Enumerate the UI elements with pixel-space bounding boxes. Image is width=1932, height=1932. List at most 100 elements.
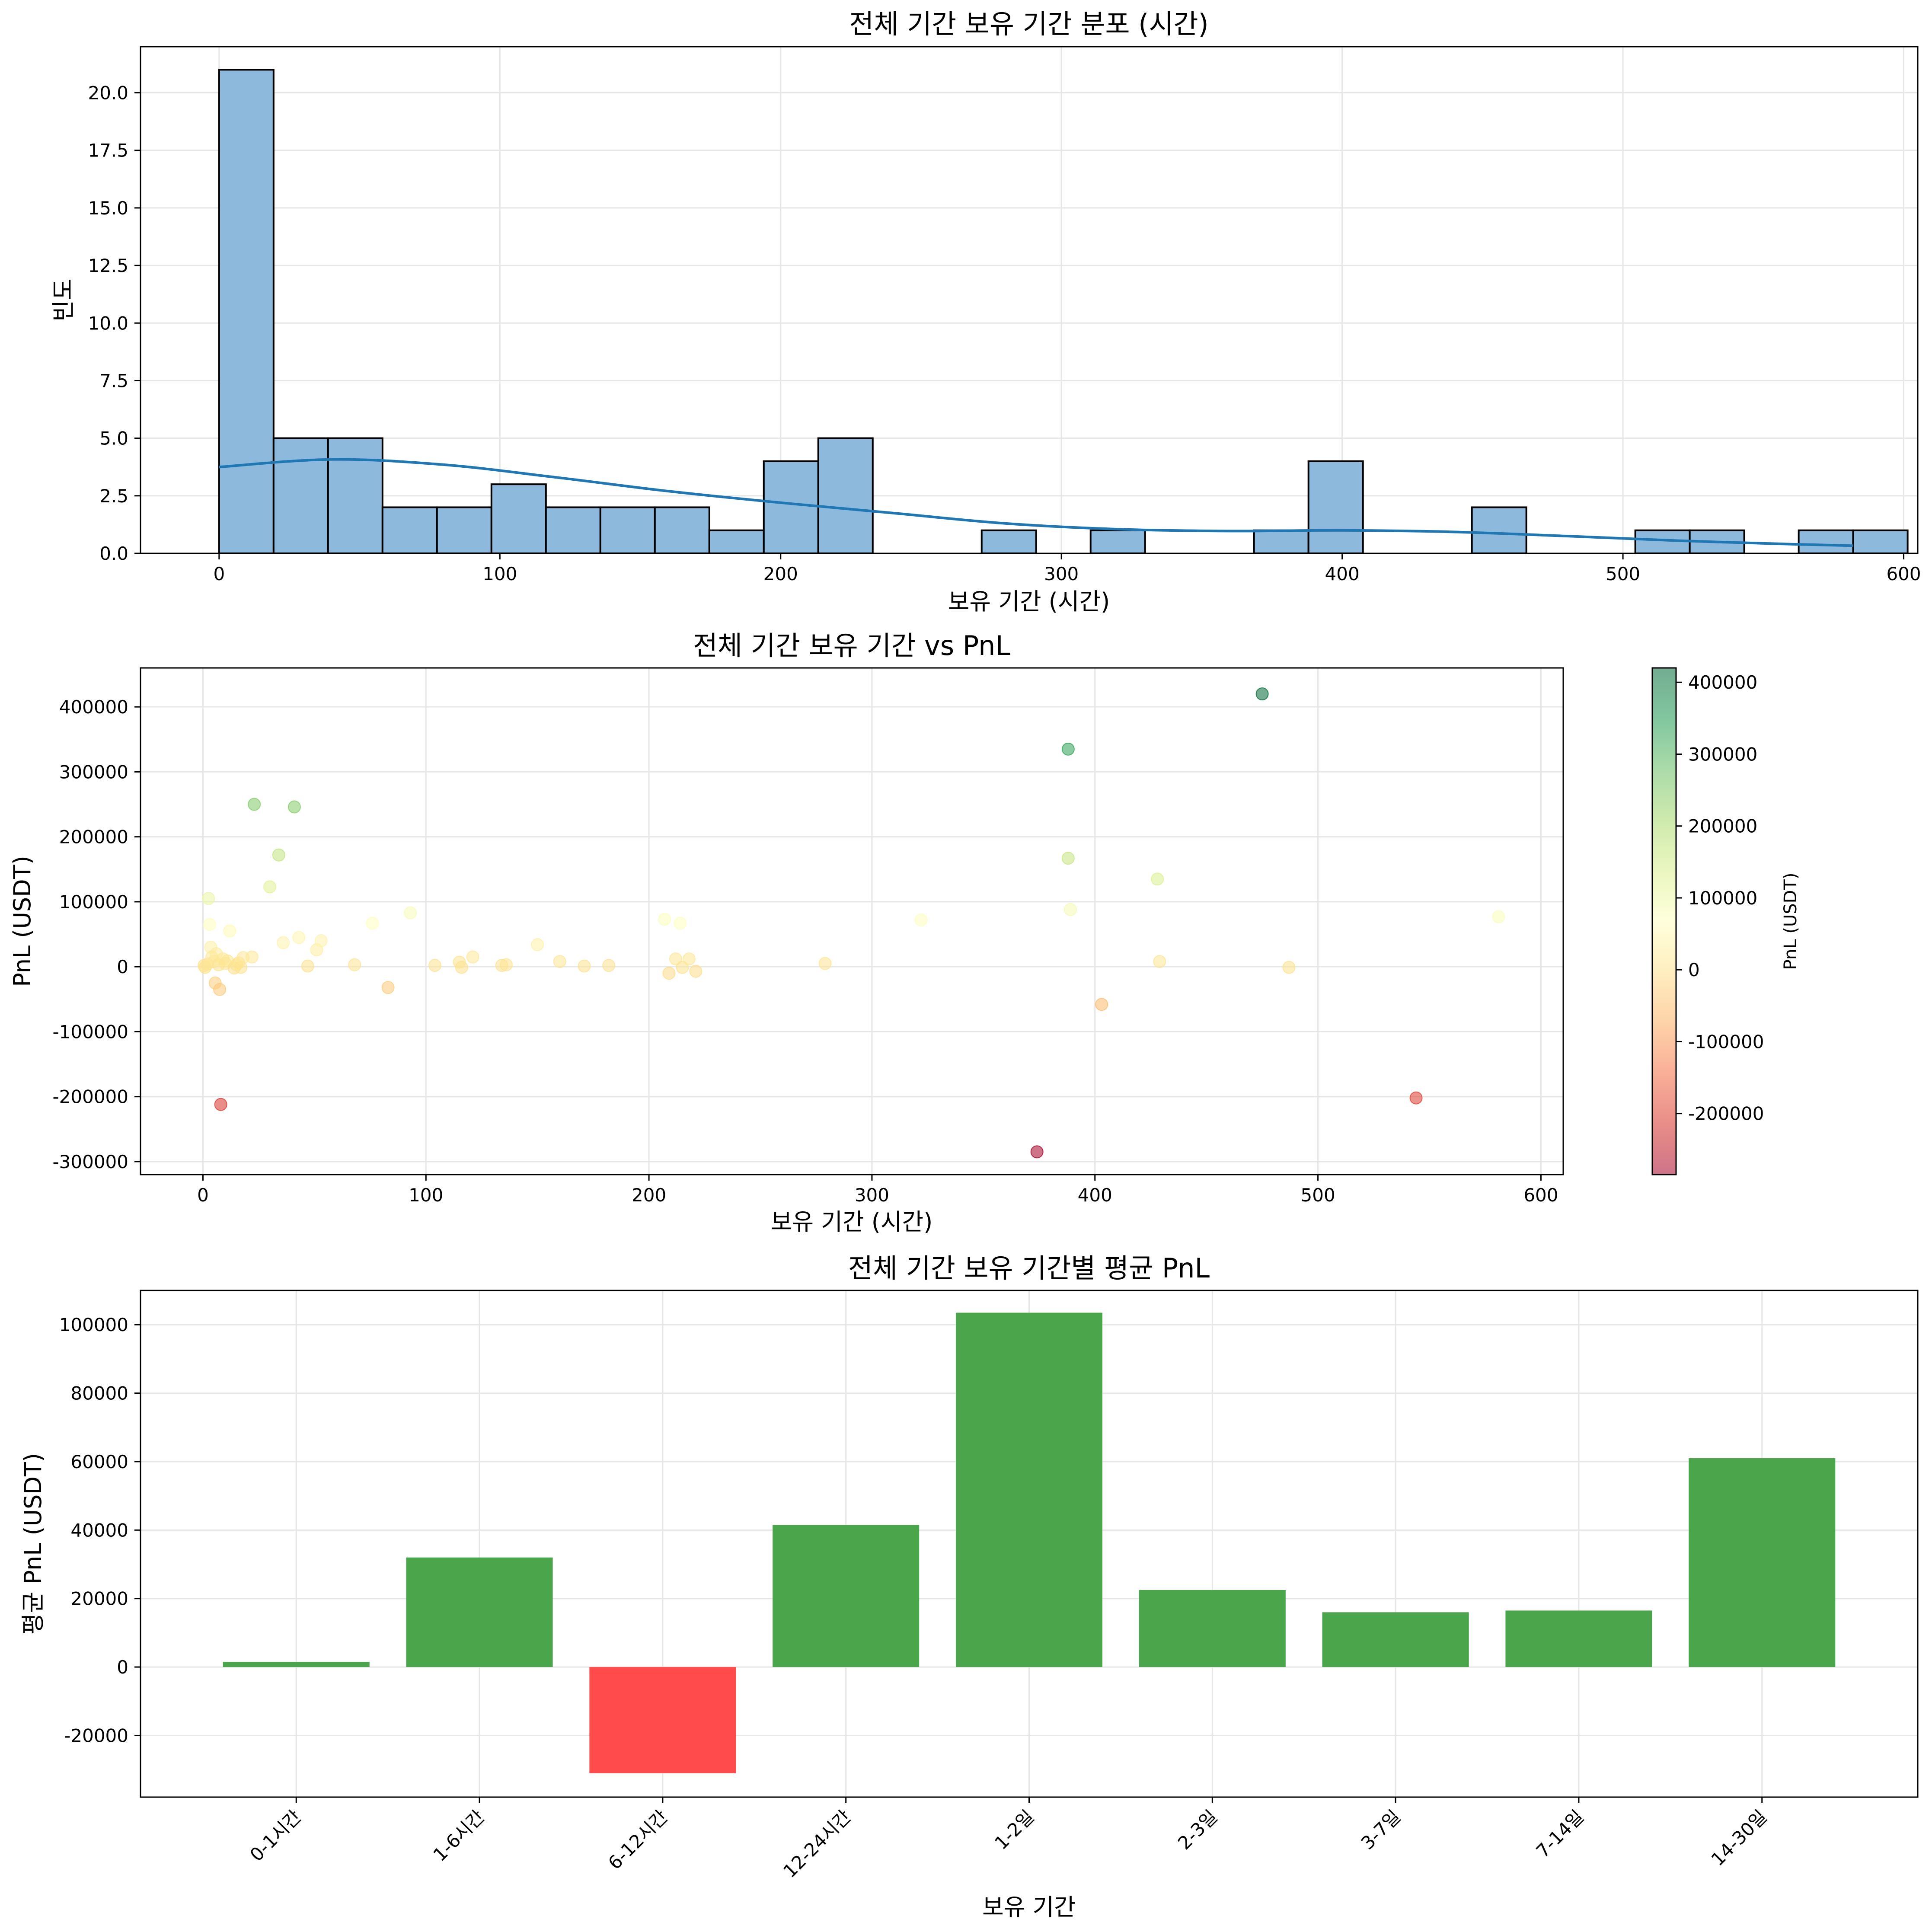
- histogram-x-label: 보유 기간 (시간): [948, 588, 1110, 615]
- bar-value-bar: [1505, 1610, 1652, 1667]
- colorbar-tick-label: 200000: [1688, 816, 1757, 837]
- scatter-point: [203, 918, 216, 931]
- scatter-point: [1409, 1091, 1423, 1105]
- scatter-points: [198, 687, 1505, 1159]
- scatter-point: [553, 955, 566, 968]
- histogram-bars: [218, 69, 1909, 555]
- scatter-point: [1064, 903, 1077, 916]
- histogram-y-tick-label: 20.0: [88, 83, 128, 104]
- histogram-y-tick-label: 0.0: [99, 543, 128, 564]
- scatter-point: [272, 848, 285, 862]
- colorbar-ticks: -200000 -100000 0 100000 200000 300000 400000: [1676, 672, 1764, 1124]
- bar-value-bar: [955, 1312, 1103, 1667]
- histogram-bar: [599, 506, 656, 555]
- bar-bars: [223, 1312, 1836, 1773]
- scatter-point: [669, 952, 682, 966]
- histogram-bar: [1307, 460, 1364, 554]
- scatter-point: [1030, 1145, 1044, 1159]
- bar-value-bar: [406, 1557, 553, 1667]
- scatter-ticks: 0 100 200 300 400 500 600 -300000 -200000 -100000…: [53, 696, 1558, 1206]
- histogram-bar: [654, 506, 710, 555]
- scatter-point: [292, 931, 306, 944]
- scatter-point: [499, 958, 513, 971]
- scatter-point: [277, 936, 290, 949]
- histogram-bar: [490, 483, 547, 554]
- bar-y-tick-label: 0: [117, 1657, 128, 1678]
- scatter-point: [818, 957, 832, 970]
- scatter-point: [214, 1098, 227, 1111]
- scatter-point: [578, 959, 591, 973]
- histogram-y-tick-label: 10.0: [88, 313, 128, 334]
- histogram-y-label: 빈도: [50, 278, 77, 321]
- scatter-point: [1061, 852, 1075, 865]
- scatter-y-tick-label: 200000: [59, 827, 128, 848]
- scatter-frame: [140, 667, 1564, 1175]
- histogram-x-tick-label: 0: [213, 563, 225, 584]
- scatter-y-tick-label: 0: [117, 956, 128, 977]
- scatter-y-tick-label: -200000: [53, 1086, 129, 1108]
- scatter-point: [602, 959, 616, 972]
- histogram-bar: [1798, 529, 1854, 555]
- bar-panel: 전체 기간 보유 기간별 평균 PnL -20000 0 20000 40000 600…: [19, 1252, 1919, 1921]
- histogram-bar: [1253, 529, 1309, 555]
- bar-value-bar: [773, 1525, 920, 1667]
- histogram-y-tick-label: 7.5: [99, 370, 128, 391]
- scatter-point: [1153, 955, 1166, 968]
- scatter-point: [1061, 742, 1075, 756]
- scatter-point: [658, 913, 671, 926]
- histogram-frame: [140, 46, 1919, 554]
- bar-value-bar: [1139, 1590, 1286, 1667]
- scatter-x-tick-label: 0: [197, 1185, 209, 1206]
- histogram-panel: 전체 기간 보유 기간 분포 (시간) 0 100 200 300 400 500 6000…: [50, 8, 1921, 615]
- scatter-panel: 전체 기간 보유 기간 vs PnL 0 100 200 300 400 500 600 -3…: [9, 630, 1801, 1236]
- scatter-point: [301, 959, 314, 973]
- bar-x-label: 보유 기간: [982, 1894, 1076, 1921]
- bar-y-label: 평균 PnL (USDT): [19, 1453, 47, 1635]
- colorbar-tick-label: 400000: [1688, 672, 1757, 693]
- scatter-y-label: PnL (USDT): [9, 856, 36, 987]
- scatter-grid: [141, 668, 1563, 1175]
- scatter-y-tick-label: -100000: [53, 1021, 129, 1042]
- scatter-point: [676, 961, 689, 974]
- histogram-y-tick-label: 15.0: [88, 198, 128, 219]
- bar-value-bar: [1689, 1458, 1836, 1667]
- scatter-point: [914, 913, 928, 926]
- scatter-point: [682, 952, 696, 966]
- scatter-point: [248, 798, 261, 811]
- bar-y-tick-label: 60000: [70, 1451, 128, 1472]
- bar-value-bar: [1322, 1612, 1469, 1667]
- scatter-y-tick-label: 300000: [59, 761, 128, 782]
- histogram-y-tick-label: 17.5: [88, 140, 128, 161]
- histogram-bar: [817, 437, 874, 554]
- histogram-bar: [1471, 506, 1527, 555]
- scatter-point: [1492, 910, 1505, 923]
- histogram-bar: [980, 529, 1037, 555]
- scatter-point: [689, 964, 703, 978]
- histogram-y-tick-label: 2.5: [99, 485, 128, 507]
- scatter-title: 전체 기간 보유 기간 vs PnL: [693, 630, 1010, 661]
- scatter-x-tick-label: 100: [409, 1185, 443, 1206]
- scatter-point: [263, 880, 277, 894]
- scatter-point: [428, 959, 441, 972]
- bar-title: 전체 기간 보유 기간별 평균 PnL: [848, 1252, 1210, 1284]
- scatter-x-tick-label: 400: [1078, 1185, 1112, 1206]
- histogram-x-tick-label: 200: [763, 563, 798, 584]
- histogram-title: 전체 기간 보유 기간 분포 (시간): [849, 8, 1208, 40]
- colorbar-tick-label: -100000: [1688, 1031, 1764, 1052]
- scatter-point: [674, 917, 687, 930]
- bar-y-tick-label: 40000: [70, 1520, 128, 1541]
- histogram-bar: [381, 506, 438, 555]
- colorbar-tick-label: -200000: [1688, 1103, 1764, 1124]
- scatter-y-tick-label: 100000: [59, 891, 128, 913]
- scatter-point: [455, 961, 468, 974]
- scatter-point: [531, 938, 544, 952]
- bar-y-tick-label: 100000: [59, 1314, 128, 1335]
- histogram-x-tick-label: 300: [1044, 563, 1079, 584]
- colorbar-tick-label: 0: [1688, 959, 1700, 980]
- scatter-point: [662, 967, 676, 980]
- scatter-point: [314, 934, 328, 948]
- histogram-bar: [545, 506, 601, 555]
- colorbar: [1651, 667, 1677, 1175]
- bar-y-tick-label: -20000: [64, 1725, 128, 1746]
